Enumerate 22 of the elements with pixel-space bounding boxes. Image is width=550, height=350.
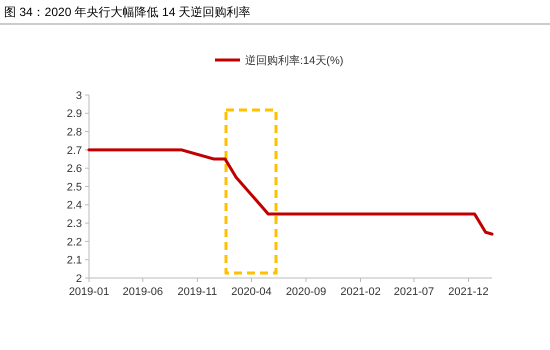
x-tick-label: 2021-12 bbox=[448, 286, 489, 298]
x-tick-label: 2020-04 bbox=[231, 286, 272, 298]
line-series bbox=[88, 148, 494, 236]
x-tick-label: 2019-06 bbox=[122, 286, 163, 298]
y-tick-label: 2.5 bbox=[66, 181, 82, 194]
chart-title: 图 34：2020 年央行大幅降低 14 天逆回购利率 bbox=[4, 5, 251, 19]
y-tick-label: 2.4 bbox=[66, 200, 82, 212]
y-tick-label: 2.7 bbox=[66, 144, 82, 157]
y-tick-label: 3 bbox=[76, 90, 82, 102]
legend-label: 逆回购利率:14天(%) bbox=[245, 54, 344, 67]
x-tick-label: 2020-09 bbox=[286, 286, 326, 298]
x-tick-label: 2019-01 bbox=[68, 286, 110, 298]
y-tick-label: 2.2 bbox=[66, 236, 82, 248]
x-tick-label: 2019-11 bbox=[178, 286, 218, 298]
y-tick-label: 2.6 bbox=[66, 163, 82, 176]
y-tick-label: 2.9 bbox=[66, 108, 82, 120]
y-tick-label: 2.1 bbox=[66, 254, 82, 267]
y-tick-label: 2.3 bbox=[66, 218, 82, 230]
y-tick-label: 2 bbox=[76, 272, 82, 285]
y-tick-label: 2.8 bbox=[66, 126, 82, 138]
x-tick-label: 2021-07 bbox=[394, 286, 434, 298]
x-tick-label: 2021-02 bbox=[340, 286, 381, 298]
